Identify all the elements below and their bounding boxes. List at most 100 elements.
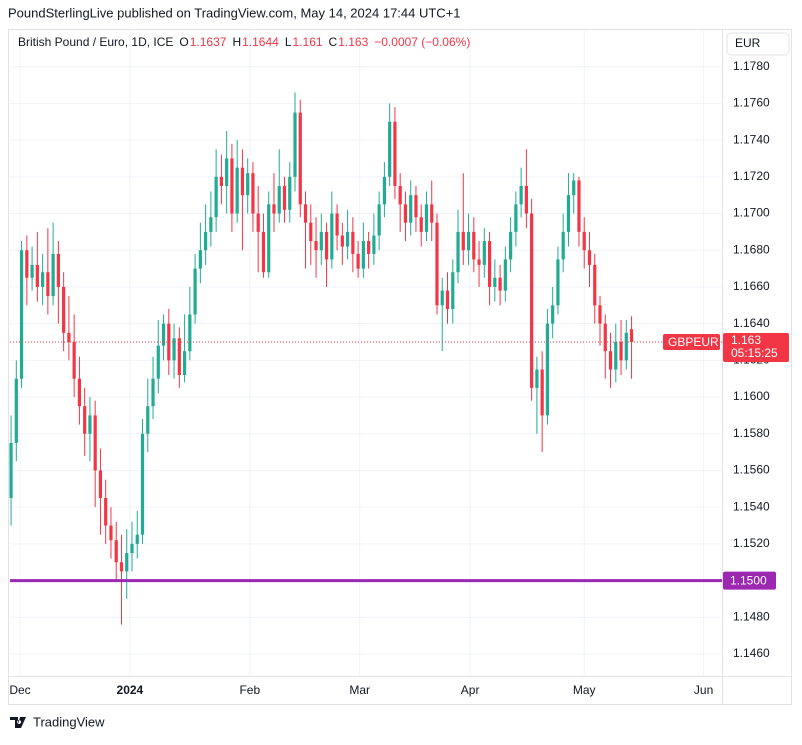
x-tick-label: May [573,683,596,697]
candle-body [608,351,613,370]
candle-body [35,264,39,287]
candle-body [272,204,276,214]
header-title: PoundSterlingLive published on TradingVi… [8,5,461,20]
candle-body [367,241,371,254]
candle-body [9,442,13,498]
x-tick-label: Jun [694,683,713,697]
candle-body [340,235,344,247]
candle-body [19,250,24,379]
candle-body [466,231,471,251]
y-tick-label: 1.1560 [733,463,770,477]
candle-body [330,213,334,260]
candle-body [288,176,292,210]
candle-body [109,525,113,541]
legend-text: 1.1644 [242,35,279,49]
candle-body [51,253,55,297]
candle-body [498,277,502,291]
x-tick-label: Mar [349,683,370,697]
candle-body [572,180,576,196]
level-label-box [723,571,776,590]
candle-body [135,534,139,544]
candle-body [204,231,208,251]
candle-body [435,222,439,306]
candle-body [30,264,34,278]
candle-body [198,250,202,269]
candle-body [41,272,45,287]
candle-body [246,173,250,196]
candle-body [314,241,318,251]
candle-body [598,305,602,324]
candle-body [619,341,623,361]
candle-body [119,562,124,572]
candle-body [161,323,166,346]
candle-body [482,241,486,265]
candle-body [551,305,555,324]
candle-body [393,121,397,186]
candle-body [125,553,129,572]
candle-body [261,231,266,273]
candle-body [351,231,355,254]
symbol-tag [663,333,720,350]
candle-body [524,185,528,214]
candle-body [540,369,544,416]
candle-body [14,378,18,443]
candle-body [530,213,534,388]
last-price-label: 1.163 [731,333,761,347]
y-tick-label: 1.1540 [733,499,770,513]
candle-body [88,415,92,434]
candle-body [624,332,628,361]
candle-body [509,231,513,260]
currency-button[interactable] [726,32,790,56]
candle-body [493,277,497,287]
candle-body [593,264,597,306]
candle-body [356,253,360,269]
legend-text: British Pound / Euro, 1D, ICE [18,35,173,49]
legend-text: O [179,35,188,49]
candle-body [451,272,455,309]
candle-body [361,241,365,269]
candle-body [372,235,376,254]
candle-body [424,204,429,232]
candle-body [282,185,287,210]
candle-body [56,253,60,287]
candle-body [382,176,387,205]
candle-body [535,369,539,388]
candle-body [335,213,339,236]
candle-body [67,332,71,342]
legend-text: H [232,35,241,49]
y-tick-label: 1.1520 [733,536,770,550]
candle-body [419,217,423,232]
candle-body [177,338,181,376]
candle-body [577,180,581,232]
candle-body [614,341,618,370]
candle-body [477,259,481,265]
candle-body [167,323,171,361]
last-price-box [723,332,789,362]
candle-body [146,406,150,434]
candle-body [62,286,66,333]
candle-body [388,121,392,177]
candle-body [182,351,187,376]
symbol-tag-text: GBPEUR [668,335,719,349]
candle-body [440,290,444,306]
candle-body [277,185,281,214]
x-tick-label: 2024 [117,683,144,697]
candle-body [409,195,413,223]
candle-body [556,259,560,306]
candle-body [566,195,571,232]
brand-name: TradingView [33,714,105,729]
candle-body [46,272,50,297]
candle-body [303,204,308,223]
candle-body [293,112,297,177]
candle-body [472,231,476,260]
y-tick-label: 1.1600 [733,389,770,403]
candle-body [377,204,381,236]
candle-body [503,259,507,291]
brand-logo [10,717,26,728]
legend-text: 1.163 [338,35,368,49]
candle-body [235,167,239,214]
legend-text: 1.161 [293,35,323,49]
candle-body [461,231,465,251]
y-tick-label: 1.1700 [733,206,770,220]
candle-body [414,195,418,218]
